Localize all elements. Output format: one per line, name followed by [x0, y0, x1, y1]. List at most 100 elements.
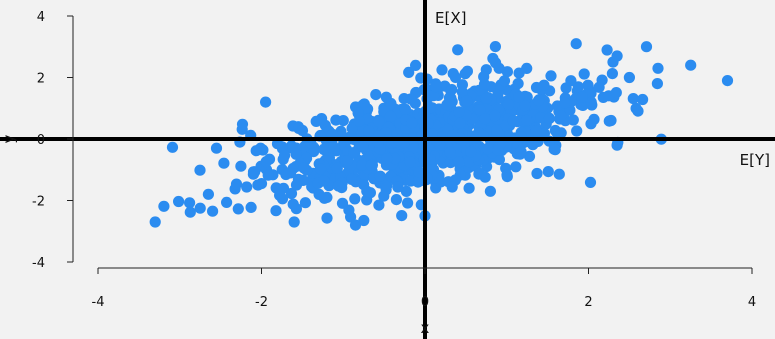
data-point [332, 180, 345, 192]
data-point [384, 110, 397, 122]
data-point [482, 142, 494, 155]
data-point [474, 104, 486, 116]
data-point [362, 113, 374, 125]
data-point [413, 166, 425, 178]
data-point [605, 114, 617, 127]
data-point [370, 89, 382, 101]
data-point [530, 125, 542, 137]
y-axis: -4 -2 0 2 4 [32, 10, 74, 271]
data-point [330, 114, 342, 126]
data-point [523, 150, 536, 162]
data-point [651, 78, 664, 90]
x-tick-label: 0 [421, 295, 429, 310]
data-point [349, 219, 362, 231]
data-point [184, 206, 196, 218]
data-point [441, 99, 453, 111]
data-point [479, 113, 491, 125]
data-point [507, 115, 519, 127]
data-point [465, 146, 477, 158]
data-point [637, 93, 649, 106]
data-point [555, 127, 567, 139]
data-point [184, 197, 196, 209]
data-point [571, 125, 583, 137]
data-point [565, 75, 577, 87]
data-point [346, 122, 358, 134]
data-point [721, 75, 734, 87]
data-point [296, 124, 309, 137]
data-point [276, 141, 288, 153]
data-point [473, 167, 485, 179]
data-point [373, 199, 385, 211]
data-point [298, 162, 310, 174]
data-point [555, 110, 567, 122]
data-point [149, 216, 161, 228]
data-point [299, 197, 311, 209]
data-point [290, 203, 302, 215]
data-point [230, 178, 243, 190]
y-axis-label: y [0, 134, 18, 143]
data-point [342, 155, 354, 167]
data-point [194, 164, 206, 176]
data-point [632, 105, 644, 117]
data-point [262, 169, 274, 181]
data-point [446, 181, 458, 193]
data-point [531, 167, 543, 180]
data-point [640, 41, 653, 53]
y-tick-label: 2 [37, 72, 45, 87]
data-point [290, 148, 302, 160]
x-axis: -4 -2 0 2 4 [92, 267, 756, 310]
data-point [252, 179, 264, 191]
data-point [427, 90, 440, 102]
data-point [446, 84, 458, 96]
data-point [260, 96, 272, 108]
data-point [363, 125, 375, 137]
data-point [430, 80, 442, 93]
data-point [365, 159, 377, 171]
mean-y-annotation: E[Y] [740, 151, 770, 169]
data-point [559, 97, 571, 109]
data-point [484, 185, 496, 197]
data-point [436, 64, 448, 76]
mean-x-annotation: E[X] [435, 9, 466, 27]
data-point [489, 110, 501, 122]
data-point [493, 154, 505, 166]
data-point [601, 44, 613, 56]
data-point [453, 156, 465, 168]
data-point [207, 205, 219, 217]
data-point [570, 38, 582, 50]
data-point [374, 170, 386, 182]
x-tick-label: 4 [748, 295, 756, 310]
data-point [426, 128, 438, 140]
data-point [173, 195, 185, 208]
data-point [410, 59, 422, 71]
data-point [247, 166, 260, 178]
data-point [396, 210, 408, 222]
data-point [358, 214, 370, 227]
data-point [535, 112, 547, 124]
data-point [611, 50, 623, 62]
data-point [584, 176, 597, 188]
data-point [373, 116, 385, 128]
data-point [453, 106, 465, 118]
data-point [521, 114, 533, 126]
data-point [331, 162, 343, 174]
data-point [606, 68, 619, 80]
data-point [402, 197, 414, 209]
data-point [166, 141, 179, 153]
data-point [452, 44, 464, 56]
data-point [352, 107, 364, 119]
data-point [400, 185, 412, 197]
data-point [501, 169, 513, 181]
data-point [221, 196, 233, 208]
data-point [357, 141, 369, 153]
data-point [567, 114, 579, 126]
data-point [232, 203, 244, 215]
data-point [545, 70, 557, 82]
data-point [492, 144, 504, 156]
data-point [245, 201, 257, 213]
data-point [478, 71, 490, 83]
data-point [530, 81, 543, 94]
data-point [408, 142, 420, 154]
data-point [549, 144, 561, 156]
data-point [202, 188, 214, 200]
